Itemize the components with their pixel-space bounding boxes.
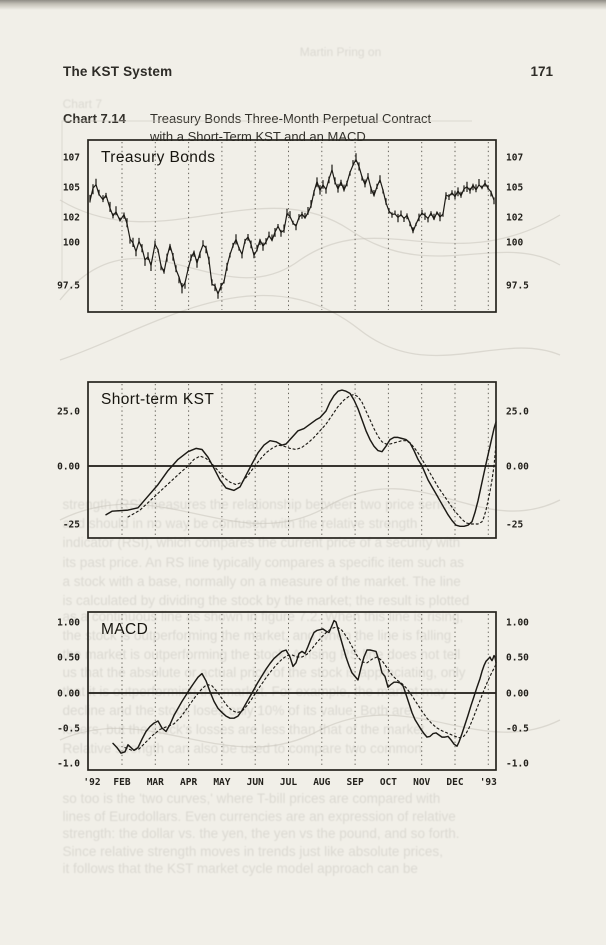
ghost-text-block: so too is the 'two curves,' where T-bill… <box>63 790 548 878</box>
y-axis-label-right: 0.50 <box>506 653 529 664</box>
ghost-text-line: lines of Eurodollars. Even currencies ar… <box>62 808 456 824</box>
scan-top-edge <box>0 0 606 10</box>
ghost-text-line: Chart 7 <box>62 96 103 112</box>
ghost-text-line: strength: the dollar vs. the yen, the ye… <box>62 826 460 842</box>
y-axis-label-right: 102 <box>506 213 523 224</box>
ghost-text-line: decline and the stock loses only 10% of … <box>62 703 412 719</box>
x-axis-month-label: '93 <box>480 777 497 788</box>
x-axis-month-label: OCT <box>380 777 397 788</box>
y-axis-label-right: 97.5 <box>506 281 529 292</box>
ghost-text-line: it follows that the KST market cycle mod… <box>62 861 418 877</box>
ghost-text-line: strength (RS) measures the relationship … <box>62 496 455 512</box>
ghost-text-line: the market is outperforming the stock. A… <box>62 646 461 662</box>
ghost-curve <box>59 714 561 748</box>
ghost-text-line: that it is outperforming the market. For… <box>62 684 448 700</box>
x-axis-month-label: NOV <box>413 777 430 788</box>
y-axis-label-right: 100 <box>506 238 523 249</box>
figure-caption-line1: Treasury Bonds Three-Month Perpetual Con… <box>150 111 432 126</box>
ghost-text-block: as a continuous line as shown in figure … <box>63 608 548 759</box>
x-axis-month-label: DEC <box>446 777 463 788</box>
y-axis-label-left: 102 <box>63 213 80 224</box>
y-axis-label-left: 1.00 <box>57 618 80 629</box>
ghost-text-line: losers, but the stock's losses are less … <box>62 721 429 737</box>
y-axis-label-right: -1.0 <box>506 759 529 770</box>
y-axis-label-left: 25.0 <box>57 407 80 418</box>
ghost-curve <box>59 488 561 525</box>
page-number: 171 <box>530 64 553 79</box>
ghost-text-line: Martin Pring on <box>299 44 382 60</box>
y-axis-label-right: 105 <box>506 183 523 194</box>
price-series-line <box>89 158 495 296</box>
macd-signal-line <box>124 626 497 751</box>
ghost-text-line: so too is the 'two curves,' where T-bill… <box>62 790 441 806</box>
x-axis-month-label: MAR <box>147 777 164 788</box>
y-axis-label-right: 1.00 <box>506 618 529 629</box>
kst-signal-line <box>127 393 497 525</box>
panel-border <box>87 381 497 539</box>
panel-title: Treasury Bonds <box>101 149 215 166</box>
y-axis-label-left: 100 <box>63 238 80 249</box>
ghost-text-block: Chart 7 <box>63 96 484 112</box>
y-axis-label-left: 107 <box>63 153 80 164</box>
y-axis-label-left: -0.5 <box>57 724 80 735</box>
ghost-text-line: Since relative strength moves in trends … <box>62 843 443 859</box>
y-axis-label-left: 0.50 <box>57 653 80 664</box>
y-axis-label-left: -1.0 <box>57 759 80 770</box>
macd-line <box>112 619 497 754</box>
x-axis-month-label: MAY <box>213 777 230 788</box>
price-series-range-bars <box>89 153 495 299</box>
x-axis-month-label: APR <box>180 777 197 788</box>
y-axis-label-left: 97.5 <box>57 281 80 292</box>
y-axis-label-right: 25.0 <box>506 407 529 418</box>
figure-caption-label: Chart 7.14 <box>63 111 126 126</box>
x-axis-month-label: FEB <box>113 777 130 788</box>
ghost-curve <box>59 199 561 266</box>
x-axis-month-label: JUL <box>280 777 297 788</box>
y-axis-label-left: 105 <box>63 183 80 194</box>
ghost-text-line: a stock with a base, normally on a measu… <box>62 573 461 589</box>
book-title: The KST System <box>63 64 173 79</box>
y-axis-label-left: 0.00 <box>57 689 80 700</box>
x-axis-month-label: SEP <box>347 777 364 788</box>
panel-border <box>87 139 497 313</box>
ghost-text-line: indicator (RSI), which compares the curr… <box>62 535 461 551</box>
ghost-text-block: strength (RS) measures the relationship … <box>63 495 548 610</box>
ghost-text-line: the stock is outperforming the market, a… <box>62 627 452 643</box>
y-axis-label-right: 0.00 <box>506 462 529 473</box>
kst-line <box>105 389 497 528</box>
y-axis-label-right: 107 <box>506 153 523 164</box>
ghost-text-line: and should in no way be confused with th… <box>62 516 418 532</box>
x-axis-month-label: '92 <box>83 777 100 788</box>
ghost-text-line: is calculated by dividing the stock by t… <box>62 593 470 609</box>
y-axis-label-right: 0.00 <box>506 689 529 700</box>
ghost-text-line: Relative strength can also be used to co… <box>62 740 422 756</box>
ghost-figure-box <box>61 120 472 290</box>
ghost-curve <box>59 214 561 301</box>
ghost-text-block: Martin Pring on <box>300 44 551 60</box>
panel-title: MACD <box>101 621 148 638</box>
y-axis-label-right: -0.5 <box>506 724 529 735</box>
panel-title: Short-term KST <box>101 391 214 408</box>
panel-border <box>87 611 497 771</box>
page-header: The KST System 171 <box>63 64 553 84</box>
x-axis-month-label: AUG <box>313 777 330 788</box>
y-axis-label-right: -25 <box>506 520 523 531</box>
x-axis-month-label: JUN <box>247 777 264 788</box>
y-axis-label-left: 0.00 <box>57 462 80 473</box>
ghost-curve <box>59 294 561 361</box>
y-axis-label-left: -25 <box>63 520 80 531</box>
ghost-text-line: its past price. An RS line typically com… <box>62 554 464 570</box>
